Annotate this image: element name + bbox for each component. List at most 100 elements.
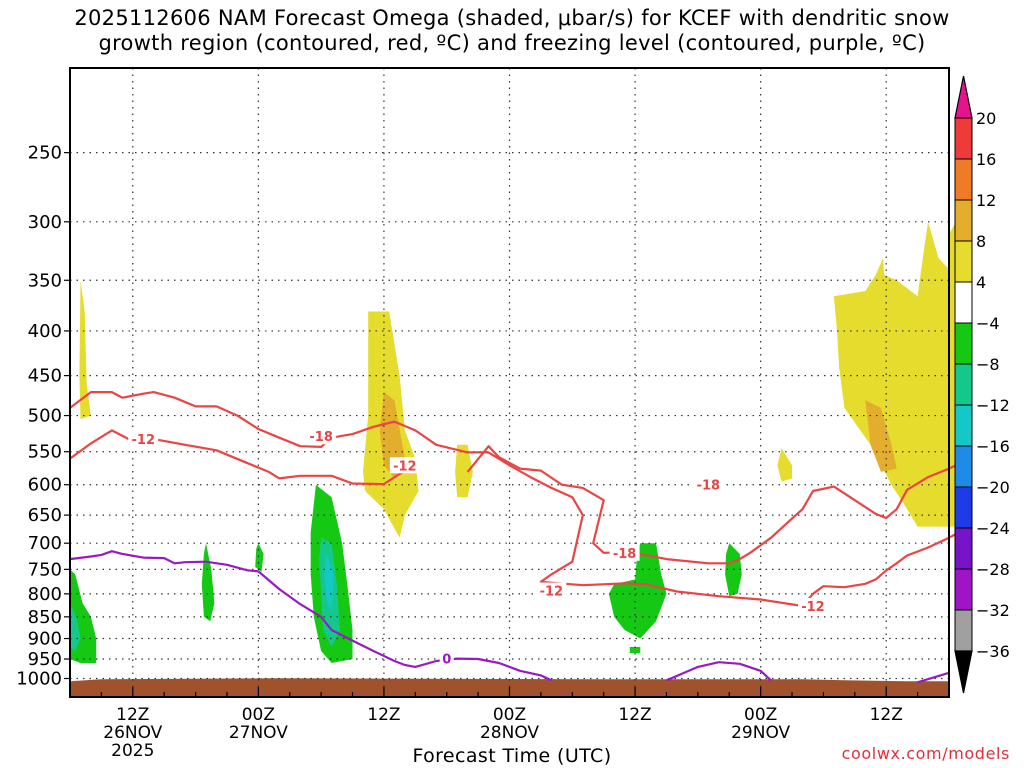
chart-title-line-1: 2025112606 NAM Forecast Omega (shaded, μ… [74,6,950,30]
colorbar-label-5: −4 [976,314,1000,333]
colorbar-bin-2 [954,199,973,242]
colorbar-label-9: −20 [976,478,1010,497]
chart-title: 2025112606 NAM Forecast Omega (shaded, μ… [0,6,1024,56]
colorbar-top-arrow [954,75,973,119]
contour-labels: -18 -18 -12 -12 -12 -12 -18 0 [128,428,828,668]
omega-region-15 [608,543,667,639]
contour-label-2-0: -18 [613,547,637,562]
colorbar-label-3: 8 [976,232,986,251]
x-axis-title: Forecast Time (UTC) [412,745,612,767]
colorbar-bin-3 [954,240,973,283]
colorbar-label-11: −28 [976,560,1010,579]
contour-line-0 [69,391,803,608]
x-tick-year: 2025 [111,741,154,761]
contour-label-bg [797,597,828,614]
y-tick-label-600: 600 [28,475,62,496]
colorbar-label-1: 16 [976,150,996,169]
y-tick-label-550: 550 [28,442,62,463]
omega-region-16 [629,646,641,653]
colorbar-bin-12 [954,609,973,652]
y-tick-label-500: 500 [28,406,62,427]
x-tick-label: 00Z [744,705,777,725]
colorbar-bin-9 [954,486,973,529]
contour-label-1-0: -12 [132,433,156,448]
colorbar-label-4: 4 [976,273,986,292]
omega-region-4 [777,448,792,482]
colorbar-bin-6 [954,363,973,406]
y-tick-label-450: 450 [28,366,62,387]
x-tick-date: 28NOV [480,723,539,743]
omega-shading [70,215,965,663]
colorbar-label-8: −16 [976,437,1010,456]
y-tick-label-300: 300 [28,212,62,233]
contour-line-6 [917,671,950,684]
contour-label-4-0: 0 [442,653,451,668]
y-tick-label-1000: 1000 [16,668,62,689]
x-tick-date: 27NOV [229,723,288,743]
x-tick-label: 12Z [367,705,400,725]
contour-label-bg [439,650,454,667]
colorbar-bin-0 [954,117,973,160]
contour-label-0-1: -18 [697,479,721,494]
credit-link[interactable]: coolwx.com/models [841,744,1010,763]
y-tick-label-400: 400 [28,321,62,342]
x-tick-date: 26NOV [103,723,162,743]
contour-label-bg [306,428,337,445]
contour-label-1-3: -12 [801,600,825,615]
x-tick-label: 00Z [493,705,526,725]
contour-label-bg [693,476,724,493]
colorbar-label-7: −12 [976,396,1010,415]
omega-region-10 [201,543,215,622]
contour-line-2 [466,445,971,565]
y-tick-label-750: 750 [28,559,62,580]
y-tick-label-700: 700 [28,533,62,554]
colorbar-label-13: −36 [976,642,1010,661]
colorbar-bin-11 [954,568,973,611]
contour-line-4 [69,550,552,682]
x-tick-date: 29NOV [731,723,790,743]
contour-label-bg [609,544,640,561]
omega-region-5 [833,215,965,527]
contour-line-1 [69,429,416,486]
contour-label-bg [536,582,567,599]
colorbar-bin-10 [954,527,973,570]
omega-region-14 [324,553,334,613]
colorbar-label-0: 20 [976,109,996,128]
colorbar-bin-5 [954,322,973,365]
omega-region-0 [79,280,91,420]
contour-label-bg [389,457,420,474]
y-tick-label-800: 800 [28,584,62,605]
x-tick-label: 12Z [116,705,149,725]
y-tick-label-950: 950 [28,649,62,670]
colorbar-label-10: −24 [976,519,1010,538]
y-tick-label-900: 900 [28,629,62,650]
omega-region-3 [455,444,473,498]
colorbar-label-12: −32 [976,601,1010,620]
contour-label-1-1: -12 [393,459,417,474]
chart-title-line-2: growth region (contoured, red, ºC) and f… [98,31,926,55]
contour-line-5 [666,661,772,682]
colorbar-bin-4 [954,281,973,324]
omega-region-2 [379,392,405,479]
x-tick-label: 12Z [870,705,903,725]
colorbar: 20 16 12 8 4 −4 −8 −12 −16 −20 −24 −28 −32 −36 [954,75,1010,694]
colorbar-bin-1 [954,158,973,201]
contour-label-0-0: -18 [309,430,333,445]
contour-label-bg [128,431,159,448]
y-tick-label-350: 350 [28,270,62,291]
colorbar-bin-8 [954,445,973,488]
x-tick-label: 00Z [242,705,275,725]
omega-region-11 [255,543,264,572]
colorbar-label-6: −8 [976,355,1000,374]
y-tick-label-250: 250 [28,143,62,164]
y-tick-label-650: 650 [28,505,62,526]
y-tick-label-850: 850 [28,607,62,628]
colorbar-bottom-arrow [954,650,973,694]
colorbar-label-2: 12 [976,191,996,210]
x-tick-label: 12Z [618,705,651,725]
contour-line-3 [801,521,971,607]
omega-region-6 [865,400,897,472]
